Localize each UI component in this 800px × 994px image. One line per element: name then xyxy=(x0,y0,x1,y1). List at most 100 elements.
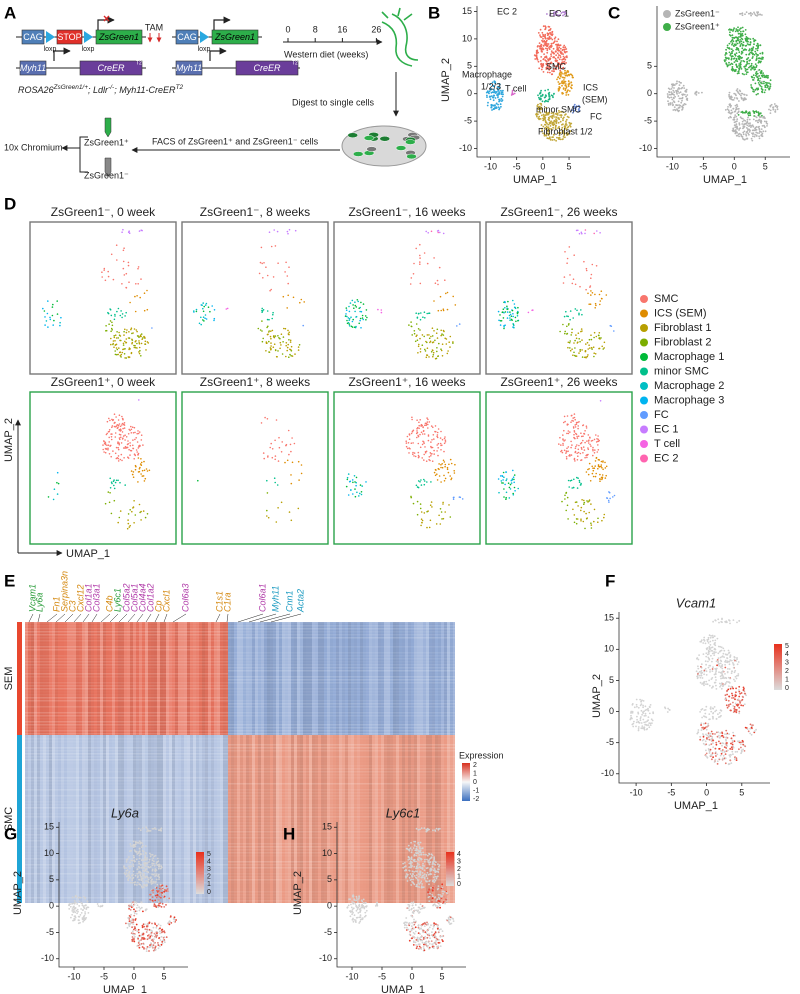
gene-label: Vcam1 xyxy=(27,584,37,612)
cell-point xyxy=(145,880,147,882)
heatmap-row xyxy=(228,625,455,627)
heatmap-column xyxy=(220,735,223,903)
cell-point xyxy=(703,673,705,676)
cell-point xyxy=(147,878,150,881)
heatmap-column xyxy=(273,622,276,735)
cell-point xyxy=(200,316,202,319)
cell-point xyxy=(589,480,592,482)
cell-point xyxy=(555,139,557,142)
cluster-label: Macrophage xyxy=(462,69,512,79)
cell-point xyxy=(729,687,732,690)
cell-point xyxy=(750,126,752,128)
heatmap-row xyxy=(228,756,455,758)
cell-point xyxy=(686,97,688,100)
cell-point xyxy=(721,749,724,751)
heatmap-column xyxy=(160,735,163,903)
heatmap-row xyxy=(25,894,228,896)
heatmap-row xyxy=(25,747,228,749)
cell-point xyxy=(705,749,707,752)
cell-point xyxy=(580,432,582,435)
cell-point xyxy=(709,644,712,646)
cell-point xyxy=(592,454,594,457)
cell-point xyxy=(713,642,716,645)
cell-point xyxy=(271,448,274,450)
cell-point xyxy=(750,75,753,78)
cell-point xyxy=(298,344,301,346)
cell-point xyxy=(726,65,729,68)
heatmap-column xyxy=(393,622,396,735)
heatmap-row xyxy=(25,712,228,714)
cell-point xyxy=(203,305,205,308)
cell-point xyxy=(735,64,738,66)
cell-point xyxy=(590,273,593,276)
cell-point xyxy=(351,299,354,302)
cell-point xyxy=(603,516,605,519)
cell-point xyxy=(571,348,573,351)
cell-point xyxy=(578,338,580,340)
heatmap-row xyxy=(228,697,455,699)
cell-point xyxy=(749,65,752,67)
cell-point xyxy=(718,621,720,624)
cell-point xyxy=(560,114,563,117)
cell-point xyxy=(577,427,579,430)
heatmap-column xyxy=(408,735,411,903)
cell-point xyxy=(714,710,716,713)
cell-point xyxy=(137,875,139,878)
cell-point xyxy=(762,130,765,133)
cell-point xyxy=(733,658,736,661)
cell-point xyxy=(742,127,745,129)
cluster-label: EC 1 xyxy=(549,8,569,18)
cell-point xyxy=(731,129,734,132)
legend-swatch xyxy=(640,338,648,347)
cell-point xyxy=(641,727,644,730)
cell-point xyxy=(766,125,768,127)
heatmap-row xyxy=(228,685,455,687)
cell-point xyxy=(410,432,413,435)
cell-point xyxy=(547,29,550,32)
cell-point xyxy=(540,114,543,117)
cell-point xyxy=(450,462,453,465)
cell-point xyxy=(116,348,119,351)
cell-point xyxy=(433,330,435,332)
cell-point xyxy=(549,57,551,59)
cell-point xyxy=(730,39,733,42)
cell-point xyxy=(144,855,147,857)
cell-point xyxy=(585,343,587,345)
heatmap-column xyxy=(67,622,70,735)
cell-point xyxy=(715,684,717,687)
cell-point xyxy=(761,125,764,127)
heatmap-column xyxy=(339,735,342,903)
cell-point xyxy=(725,52,728,55)
cell-point xyxy=(542,58,545,60)
cell-point xyxy=(56,493,59,495)
cell-point xyxy=(677,110,680,113)
cell-point xyxy=(421,433,424,435)
cell-point xyxy=(588,439,590,442)
cell-point xyxy=(730,29,732,31)
cell-point xyxy=(727,57,730,60)
cell-point xyxy=(297,349,300,351)
cell-point xyxy=(712,746,715,748)
cell-point xyxy=(725,63,728,65)
heatmap-column xyxy=(112,622,115,735)
cell-point xyxy=(741,14,744,17)
cell-point xyxy=(117,457,120,460)
y-tick-label: 0 xyxy=(467,88,472,98)
cell-point xyxy=(297,460,300,463)
cell-point xyxy=(715,660,718,663)
cell-point xyxy=(260,422,263,424)
cell-point xyxy=(545,47,547,50)
cell-point xyxy=(699,738,702,741)
cell-point xyxy=(677,100,680,103)
cell-point xyxy=(717,713,719,716)
cell-point xyxy=(664,707,667,710)
cell-point xyxy=(756,47,759,50)
cell-point xyxy=(117,455,120,457)
cell-point xyxy=(724,757,727,760)
gene-box xyxy=(95,29,143,45)
cell-point xyxy=(440,449,442,451)
cell-point xyxy=(637,728,640,730)
cell-point xyxy=(720,666,722,669)
cell-point xyxy=(745,11,748,14)
cell-point xyxy=(542,132,544,135)
